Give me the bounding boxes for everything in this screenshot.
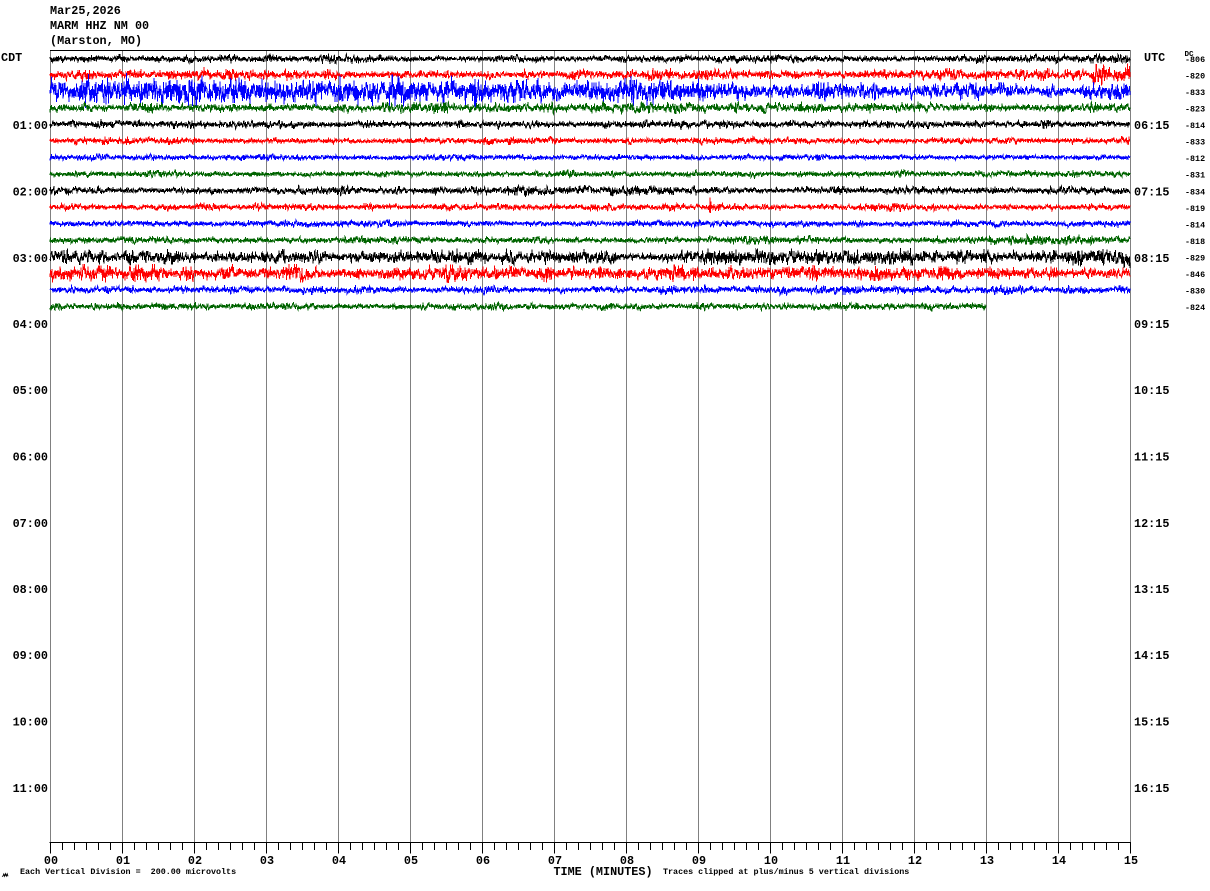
svg-text:04: 04 (332, 854, 346, 868)
svg-text:09: 09 (692, 854, 706, 868)
svg-text:-814: -814 (1185, 220, 1205, 230)
svg-text:14: 14 (1052, 854, 1066, 868)
svg-text:05:00: 05:00 (13, 384, 48, 398)
svg-text:10:15: 10:15 (1134, 384, 1169, 398)
svg-text:15: 15 (1124, 854, 1138, 868)
svg-text:-823: -823 (1185, 105, 1205, 115)
svg-text:02:00: 02:00 (13, 186, 48, 200)
svg-text:06: 06 (476, 854, 490, 868)
svg-text:-833: -833 (1185, 88, 1205, 98)
svg-text:10:00: 10:00 (13, 716, 48, 730)
svg-text:11:15: 11:15 (1134, 451, 1169, 465)
svg-text:08: 08 (620, 854, 634, 868)
svg-text:Each Vertical Division = 200.: Each Vertical Division = 200.00 microvol… (20, 867, 236, 877)
svg-text:CDT: CDT (1, 51, 22, 65)
svg-text:02: 02 (188, 854, 202, 868)
svg-text:08:15: 08:15 (1134, 252, 1169, 266)
svg-text:15:15: 15:15 (1134, 716, 1169, 730)
svg-text:-830: -830 (1185, 287, 1205, 297)
svg-text:12:15: 12:15 (1134, 517, 1169, 531)
svg-text:04:00: 04:00 (13, 318, 48, 332)
svg-text:UTC: UTC (1144, 51, 1165, 65)
svg-text:Traces clipped at plus/minus 5: Traces clipped at plus/minus 5 vertical … (663, 867, 909, 877)
svg-text:13: 13 (980, 854, 994, 868)
svg-text:-831: -831 (1185, 171, 1205, 181)
svg-text:(Marston, MO): (Marston, MO) (50, 34, 142, 48)
svg-text:05: 05 (404, 854, 418, 868)
svg-text:-846: -846 (1185, 270, 1205, 280)
svg-text:-819: -819 (1185, 204, 1205, 214)
svg-text:03:00: 03:00 (13, 252, 48, 266)
svg-text:TIME (MINUTES): TIME (MINUTES) (553, 865, 652, 879)
svg-text:01:00: 01:00 (13, 119, 48, 133)
svg-text:06:15: 06:15 (1134, 119, 1169, 133)
svg-text:00: 00 (44, 854, 58, 868)
svg-text:07:15: 07:15 (1134, 186, 1169, 200)
svg-text:12: 12 (908, 854, 922, 868)
svg-text:-834: -834 (1185, 187, 1205, 197)
svg-text:07:00: 07:00 (13, 517, 48, 531)
svg-text:07: 07 (548, 854, 562, 868)
svg-text:03: 03 (260, 854, 274, 868)
svg-text:-814: -814 (1185, 121, 1205, 131)
svg-text:-818: -818 (1185, 237, 1205, 247)
svg-text:11:00: 11:00 (13, 782, 48, 796)
svg-text:11: 11 (836, 854, 850, 868)
svg-text:DC: DC (1185, 51, 1195, 59)
svg-text:-806: -806 (1185, 55, 1205, 65)
svg-text:-820: -820 (1185, 71, 1205, 81)
svg-text:-812: -812 (1185, 154, 1205, 164)
svg-text:08:00: 08:00 (13, 583, 48, 597)
svg-text:-824: -824 (1185, 303, 1205, 313)
svg-text:Mar25,2026: Mar25,2026 (50, 4, 121, 18)
svg-text:01: 01 (116, 854, 130, 868)
svg-text:MARM HHZ NM 00: MARM HHZ NM 00 (50, 19, 149, 33)
svg-text:-833: -833 (1185, 138, 1205, 148)
svg-text:14:15: 14:15 (1134, 649, 1169, 663)
svg-text:13:15: 13:15 (1134, 583, 1169, 597)
svg-text:09:00: 09:00 (13, 649, 48, 663)
svg-text:16:15: 16:15 (1134, 782, 1169, 796)
svg-text:09:15: 09:15 (1134, 318, 1169, 332)
svg-text:06:00: 06:00 (13, 451, 48, 465)
svg-text:-829: -829 (1185, 254, 1205, 264)
svg-text:10: 10 (764, 854, 778, 868)
